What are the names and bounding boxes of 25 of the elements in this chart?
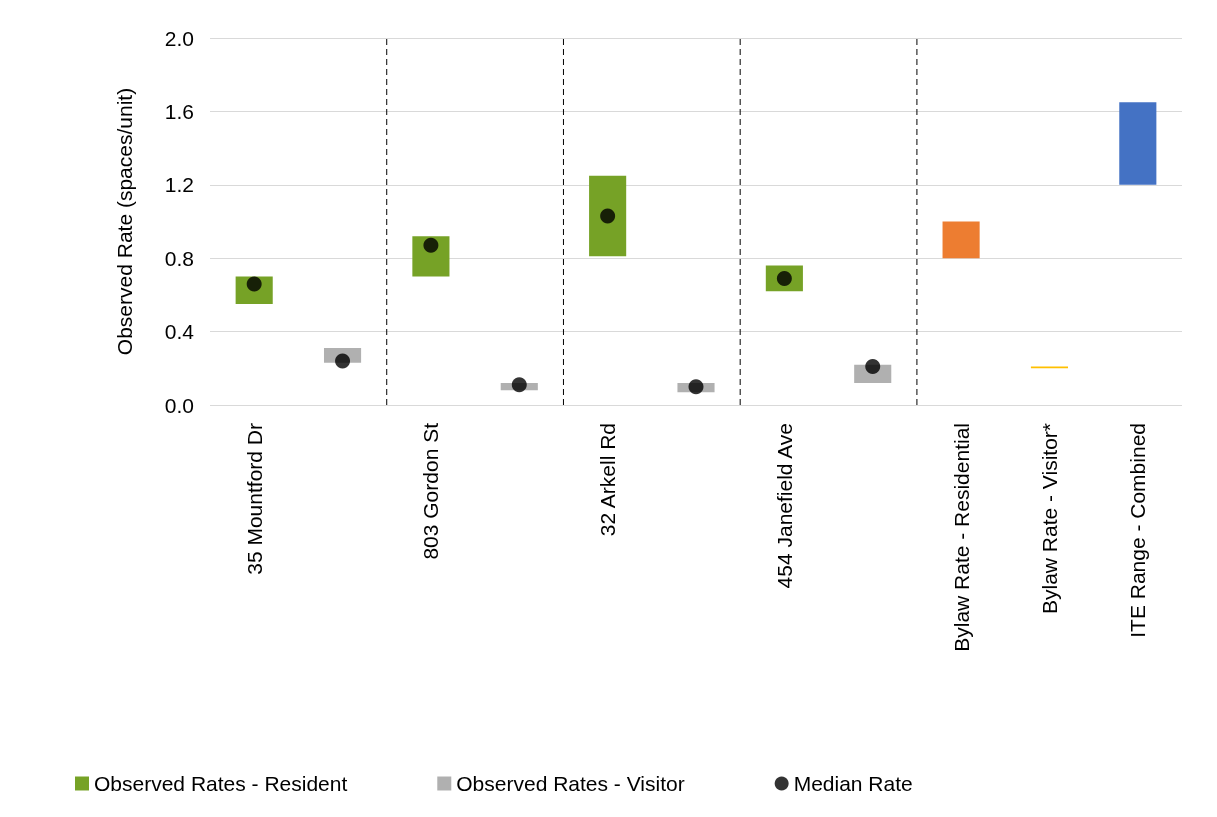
x-tick-label: Bylaw Rate - Visitor*	[1037, 423, 1061, 615]
point	[688, 379, 704, 395]
legend-label: Observed Rates - Resident	[94, 772, 348, 795]
y-tick-label: 1.2	[164, 173, 194, 197]
legend-label: Median Rate	[793, 772, 913, 795]
bar	[1119, 102, 1157, 185]
x-tick-label: 35 Mountford Dr	[242, 423, 266, 575]
y-tick-label: 1.6	[164, 99, 194, 123]
x-tick-label: 32 Arkell Rd	[596, 423, 620, 537]
x-tick-label: 803 Gordon St	[419, 422, 443, 560]
y-tick-label: 2.0	[164, 26, 194, 50]
x-tick-label: 454 Janefield Ave	[772, 423, 796, 589]
bar	[589, 175, 627, 257]
bar	[942, 221, 980, 259]
point	[423, 237, 439, 253]
x-tick-label: ITE Range - Combined	[1126, 423, 1150, 638]
point	[335, 353, 351, 369]
x-tick-label: Bylaw Rate - Residential	[949, 423, 973, 652]
point	[600, 208, 616, 224]
y-axis-title: Observed Rate (spaces/unit)	[113, 87, 136, 356]
y-tick-label: 0.4	[164, 320, 195, 344]
y-tick-label: 0.0	[164, 393, 194, 417]
y-tick-label: 0.8	[164, 246, 194, 270]
point	[511, 377, 527, 393]
legend-label: Observed Rates - Visitor	[456, 772, 685, 795]
